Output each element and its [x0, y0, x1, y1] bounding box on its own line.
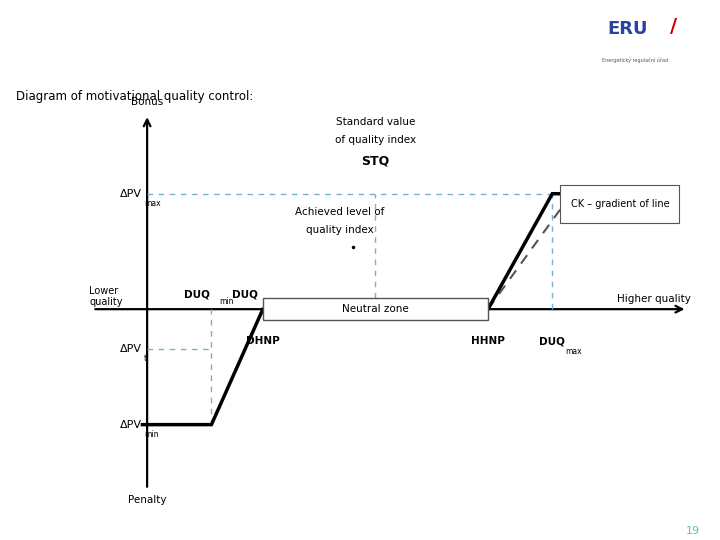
Text: Lower
quality: Lower quality	[89, 286, 122, 307]
FancyBboxPatch shape	[560, 185, 680, 222]
Text: Higher quality: Higher quality	[617, 294, 690, 304]
Text: ΔPV: ΔPV	[120, 420, 143, 430]
Text: DHNP: DHNP	[246, 336, 280, 346]
Text: Bonus: Bonus	[131, 97, 163, 107]
Text: Diagram of motivational quality control:: Diagram of motivational quality control:	[16, 90, 253, 103]
Text: DUQ: DUQ	[539, 336, 565, 346]
Text: Energetický regulační úřad: Energetický regulační úřad	[602, 58, 668, 63]
FancyBboxPatch shape	[263, 298, 488, 320]
Text: t: t	[144, 354, 147, 363]
Text: min: min	[144, 430, 158, 439]
Text: max: max	[565, 347, 582, 356]
Text: CK – gradient of line: CK – gradient of line	[570, 199, 669, 208]
Text: STQ: STQ	[361, 155, 390, 168]
Text: ΔPV: ΔPV	[120, 344, 143, 354]
Text: /: /	[670, 17, 677, 36]
Bar	[558, 4, 713, 79]
Text: HHNP: HHNP	[471, 336, 505, 346]
Text: ERU: ERU	[608, 21, 648, 38]
Text: Neutral zone: Neutral zone	[342, 304, 409, 314]
Text: Penalty: Penalty	[128, 495, 166, 505]
Text: min: min	[220, 298, 234, 306]
Text: Motivational quality control: Motivational quality control	[16, 45, 386, 69]
Text: Achieved level of: Achieved level of	[295, 207, 384, 217]
Text: Standard value: Standard value	[336, 117, 415, 126]
Text: quality index: quality index	[306, 225, 374, 235]
Text: DUQ: DUQ	[233, 289, 258, 299]
Text: of quality index: of quality index	[335, 134, 416, 145]
Text: 19: 19	[685, 525, 700, 536]
Text: max: max	[144, 199, 161, 208]
Text: ΔPV: ΔPV	[120, 188, 143, 199]
Text: DUQ: DUQ	[184, 289, 210, 299]
